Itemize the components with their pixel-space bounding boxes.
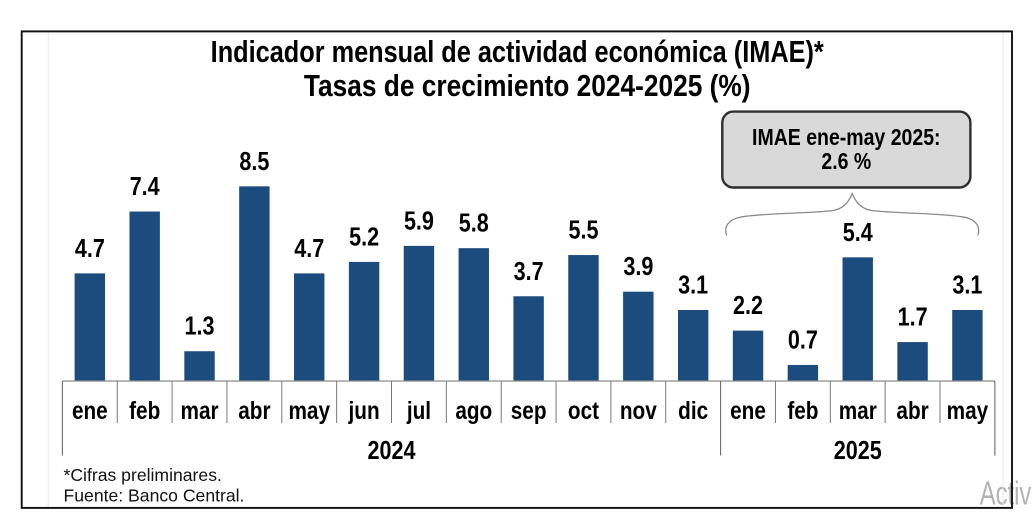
svg-text:2025: 2025 (834, 436, 882, 465)
svg-text:Fuente: Banco Central.: Fuente: Banco Central. (64, 485, 245, 505)
svg-text:3.1: 3.1 (952, 271, 982, 300)
svg-text:may: may (288, 396, 330, 424)
svg-text:jun: jun (348, 396, 380, 424)
svg-text:3.7: 3.7 (514, 257, 544, 286)
svg-text:1.7: 1.7 (898, 303, 928, 332)
svg-text:3.9: 3.9 (623, 252, 653, 281)
svg-text:feb: feb (787, 396, 818, 424)
svg-text:ago: ago (455, 396, 492, 424)
svg-text:0.7: 0.7 (788, 326, 818, 355)
svg-text:5.4: 5.4 (843, 218, 874, 247)
svg-text:5.2: 5.2 (349, 223, 379, 252)
svg-text:2.6 %: 2.6 % (821, 147, 871, 174)
svg-text:8.5: 8.5 (239, 147, 269, 176)
svg-text:jul: jul (406, 396, 431, 424)
svg-text:1.3: 1.3 (185, 312, 215, 341)
svg-text:5.5: 5.5 (568, 216, 598, 245)
svg-text:2.2: 2.2 (733, 291, 763, 320)
svg-text:3.1: 3.1 (678, 271, 708, 300)
svg-text:Activ: Activ (980, 476, 1032, 513)
svg-text:Indicador mensual de actividad: Indicador mensual de actividad económica… (211, 35, 824, 69)
svg-text:sep: sep (511, 396, 547, 424)
svg-text:ene: ene (72, 396, 108, 424)
svg-text:*Cifras preliminares.: *Cifras preliminares. (64, 465, 222, 485)
svg-text:Tasas de crecimiento 2024-2025: Tasas de crecimiento 2024-2025 (%) (304, 69, 751, 103)
svg-text:mar: mar (839, 396, 877, 424)
svg-text:nov: nov (620, 396, 657, 424)
svg-text:5.9: 5.9 (404, 207, 434, 236)
svg-text:4.7: 4.7 (294, 234, 324, 263)
svg-text:IMAE ene-may 2025:: IMAE ene-may 2025: (752, 123, 940, 150)
svg-text:may: may (947, 396, 989, 424)
svg-text:dic: dic (678, 396, 708, 424)
svg-text:abr: abr (238, 396, 270, 424)
svg-text:5.8: 5.8 (459, 209, 489, 238)
svg-text:feb: feb (129, 396, 160, 424)
svg-text:7.4: 7.4 (130, 172, 161, 201)
svg-text:2024: 2024 (368, 436, 417, 465)
svg-text:ene: ene (730, 396, 766, 424)
svg-text:4.7: 4.7 (75, 234, 105, 263)
svg-text:oct: oct (568, 396, 599, 424)
svg-text:mar: mar (180, 396, 218, 424)
svg-text:abr: abr (896, 396, 928, 424)
